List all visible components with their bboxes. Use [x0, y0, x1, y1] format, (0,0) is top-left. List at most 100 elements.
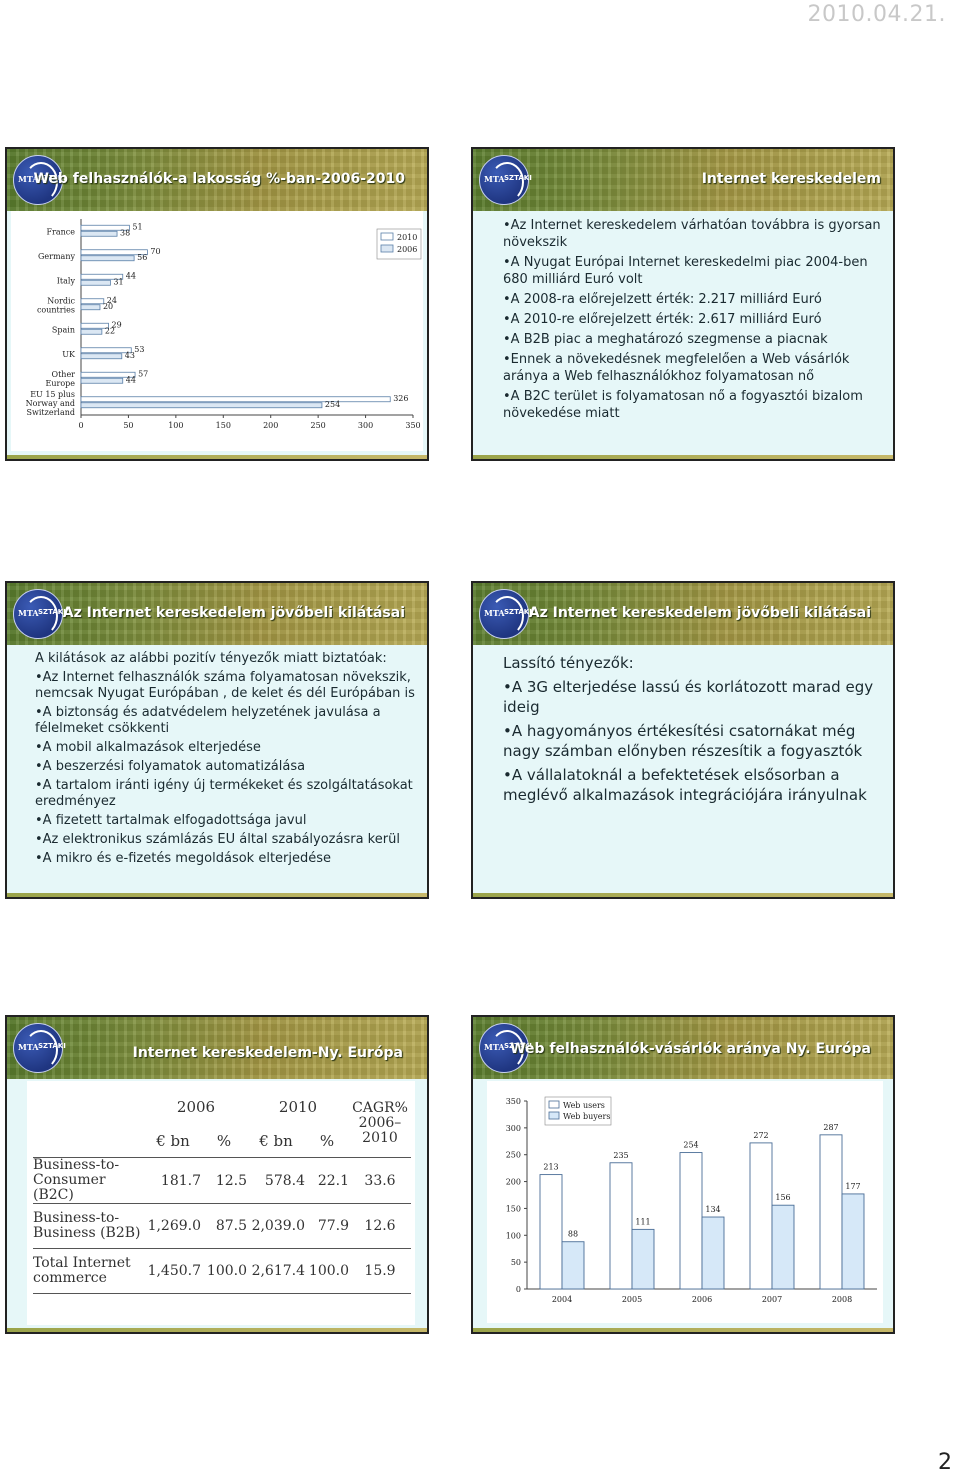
- bar-2010: [80, 298, 105, 305]
- mta-sztaki-logo-icon: MTA SZTAKI: [479, 589, 532, 639]
- row-label: Business-to-Consumer (B2C): [33, 1157, 145, 1204]
- bullet-item: •A 3G elterjedése lassú és korlátozott m…: [503, 678, 874, 716]
- row-label: Business-to-Business (B2B): [33, 1203, 145, 1249]
- category-label: Other Europe: [46, 370, 76, 388]
- slide-banner: MTA SZTAKI Internet kereskedelem-Ny. Eur…: [7, 1017, 427, 1079]
- data-label: 254: [683, 1141, 698, 1150]
- x-tick-label: 250: [311, 421, 326, 430]
- bar-2010: [80, 396, 391, 403]
- slide-banner: MTA SZTAKI Web felhasználók-vásárlók ará…: [473, 1017, 893, 1079]
- table-cell: 100.0: [305, 1248, 349, 1294]
- logo-mta-text: MTA: [18, 608, 39, 618]
- header-unit: %: [201, 1125, 247, 1158]
- bar-web-users: [819, 1134, 843, 1290]
- bar-2006: [80, 230, 118, 237]
- table-cell: 77.9: [305, 1203, 349, 1249]
- data-label: 53: [134, 345, 144, 354]
- bar-web-buyers: [561, 1241, 585, 1290]
- slide-bullets: •Az Internet kereskedelem várhatóan tová…: [503, 217, 885, 425]
- legend-label: Web buyers: [563, 1112, 610, 1121]
- x-tick-label: 350: [405, 421, 420, 430]
- logo-mta-text: MTA: [484, 174, 505, 184]
- logo-mta-text: MTA: [484, 1042, 505, 1052]
- x-tick-label: 100: [168, 421, 183, 430]
- bar-web-buyers: [771, 1204, 795, 1290]
- legend-label: 2010: [397, 233, 417, 242]
- data-label: 287: [823, 1123, 838, 1132]
- bullet-item: •A Nyugat Európai Internet kereskedelmi …: [503, 255, 868, 287]
- logo-sztaki-text: SZTAKI: [38, 1042, 66, 1050]
- bullet-item: •Ennek a növekedésnek megfelelően a Web …: [503, 352, 850, 384]
- x-tick-label: 200: [263, 421, 278, 430]
- x-tick-label: 2007: [762, 1295, 782, 1304]
- bullet-item: •A 2010-re előrejelzett érték: 2.617 mil…: [503, 312, 822, 327]
- slide-bottom-bar: [473, 1328, 893, 1332]
- y-tick-label: 0: [516, 1285, 521, 1294]
- table-cell: 181.7: [145, 1157, 201, 1204]
- vertical-bar-chart: 0 50 100 150 200 250 300 350 213 88 2004 235 111 2005…: [506, 1096, 877, 1304]
- table-cell: 12.5: [201, 1157, 247, 1204]
- header-year-2010: 2010: [278, 1098, 318, 1116]
- bullet-item: •A B2C terület is folyamatosan nő a fogy…: [503, 389, 863, 421]
- header-unit: %: [305, 1125, 349, 1158]
- slide-title: Az Internet kereskedelem jövőbeli kilátá…: [528, 605, 871, 621]
- slide-title: Web felhasználók-a lakosság %-ban-2006-2…: [33, 171, 405, 187]
- header-cagr: CAGR% 2006–2010: [349, 1089, 411, 1158]
- legend-box: [376, 228, 422, 260]
- slide-commerce-table: MTA SZTAKI Internet kereskedelem-Ny. Eur…: [5, 1015, 429, 1334]
- table-cell: 33.6: [349, 1157, 411, 1204]
- row-label: Total Internet commerce: [33, 1248, 145, 1294]
- slide-banner: MTA SZTAKI Web felhasználók-a lakosság %…: [7, 149, 427, 211]
- mta-sztaki-logo-icon: MTA SZTAKI: [13, 1023, 66, 1073]
- slide-bottom-bar: [473, 893, 893, 897]
- bar-2006: [80, 377, 124, 384]
- data-label: 22: [105, 326, 115, 335]
- x-tick-label: 300: [358, 421, 373, 430]
- bar-2010: [80, 322, 109, 329]
- data-label: 254: [325, 400, 340, 409]
- logo-mta-text: MTA: [484, 608, 505, 618]
- category-label: Nordic countries: [37, 296, 76, 314]
- slide-bottom-bar: [7, 893, 427, 897]
- slide-banner: MTA SZTAKI Az Internet kereskedelem jövő…: [7, 583, 427, 645]
- data-label: 29: [112, 320, 122, 329]
- legend-swatch: [380, 244, 394, 253]
- slide-outlook-positive: MTA SZTAKI Az Internet kereskedelem jövő…: [5, 581, 429, 899]
- category-label: Spain: [52, 325, 75, 334]
- data-label: 56: [137, 253, 147, 262]
- data-label: 44: [126, 375, 136, 384]
- table-row: Business-to-Consumer (B2C) 181.7 12.5 57…: [33, 1157, 411, 1204]
- data-label: 235: [613, 1151, 628, 1160]
- data-label: 20: [103, 302, 113, 311]
- page-number: 2: [938, 1450, 952, 1475]
- category-label: Germany: [38, 252, 75, 261]
- bullet-item: Lassító tényezők:: [503, 654, 634, 672]
- bullet-item: •A fizetett tartalmak elfogadottsága jav…: [35, 813, 307, 828]
- bullet-item: •A beszerzési folyamatok automatizálása: [35, 759, 306, 774]
- slide-bullets: Lassító tényezők: •A 3G elterjedése lass…: [503, 653, 885, 809]
- bullet-item: •A mikro és e-fizetés megoldások elterje…: [35, 851, 332, 866]
- category-label: France: [46, 227, 75, 236]
- bullet-item: •Az Internet felhasználók száma folyamat…: [35, 670, 415, 701]
- y-tick-label: 300: [506, 1124, 521, 1133]
- legend-swatch: [548, 1100, 560, 1109]
- legend-label: 2006: [397, 245, 417, 254]
- bullet-item: •A biztonság és adatvédelem helyzetének …: [35, 705, 381, 736]
- bar-2010: [80, 371, 136, 378]
- table-cell: 2,617.4: [247, 1248, 305, 1294]
- slide-banner: MTA SZTAKI Az Internet kereskedelem jövő…: [473, 583, 893, 645]
- logo-sztaki-text: SZTAKI: [38, 608, 66, 616]
- slide-title: Internet kereskedelem-Ny. Európa: [132, 1045, 403, 1061]
- bullet-item: •A hagyományos értékesítési csatornákat …: [503, 722, 863, 760]
- bullet-item: •A mobil alkalmazások elterjedése: [35, 740, 261, 755]
- table-cell: 22.1: [305, 1157, 349, 1204]
- data-label: 24: [107, 296, 117, 305]
- chart-area: 0 50 100 150 200 250 300 350 213 88 2004 235 111 2005…: [487, 1081, 883, 1323]
- data-label: 272: [753, 1131, 768, 1140]
- header-year-2006: 2006: [176, 1098, 216, 1116]
- slide-title: Az Internet kereskedelem jövőbeli kilátá…: [62, 605, 405, 621]
- bar-2010: [80, 224, 130, 231]
- data-label: 134: [705, 1205, 720, 1214]
- table-cell: 87.5: [201, 1203, 247, 1249]
- mta-sztaki-logo-icon: MTA SZTAKI: [479, 155, 532, 205]
